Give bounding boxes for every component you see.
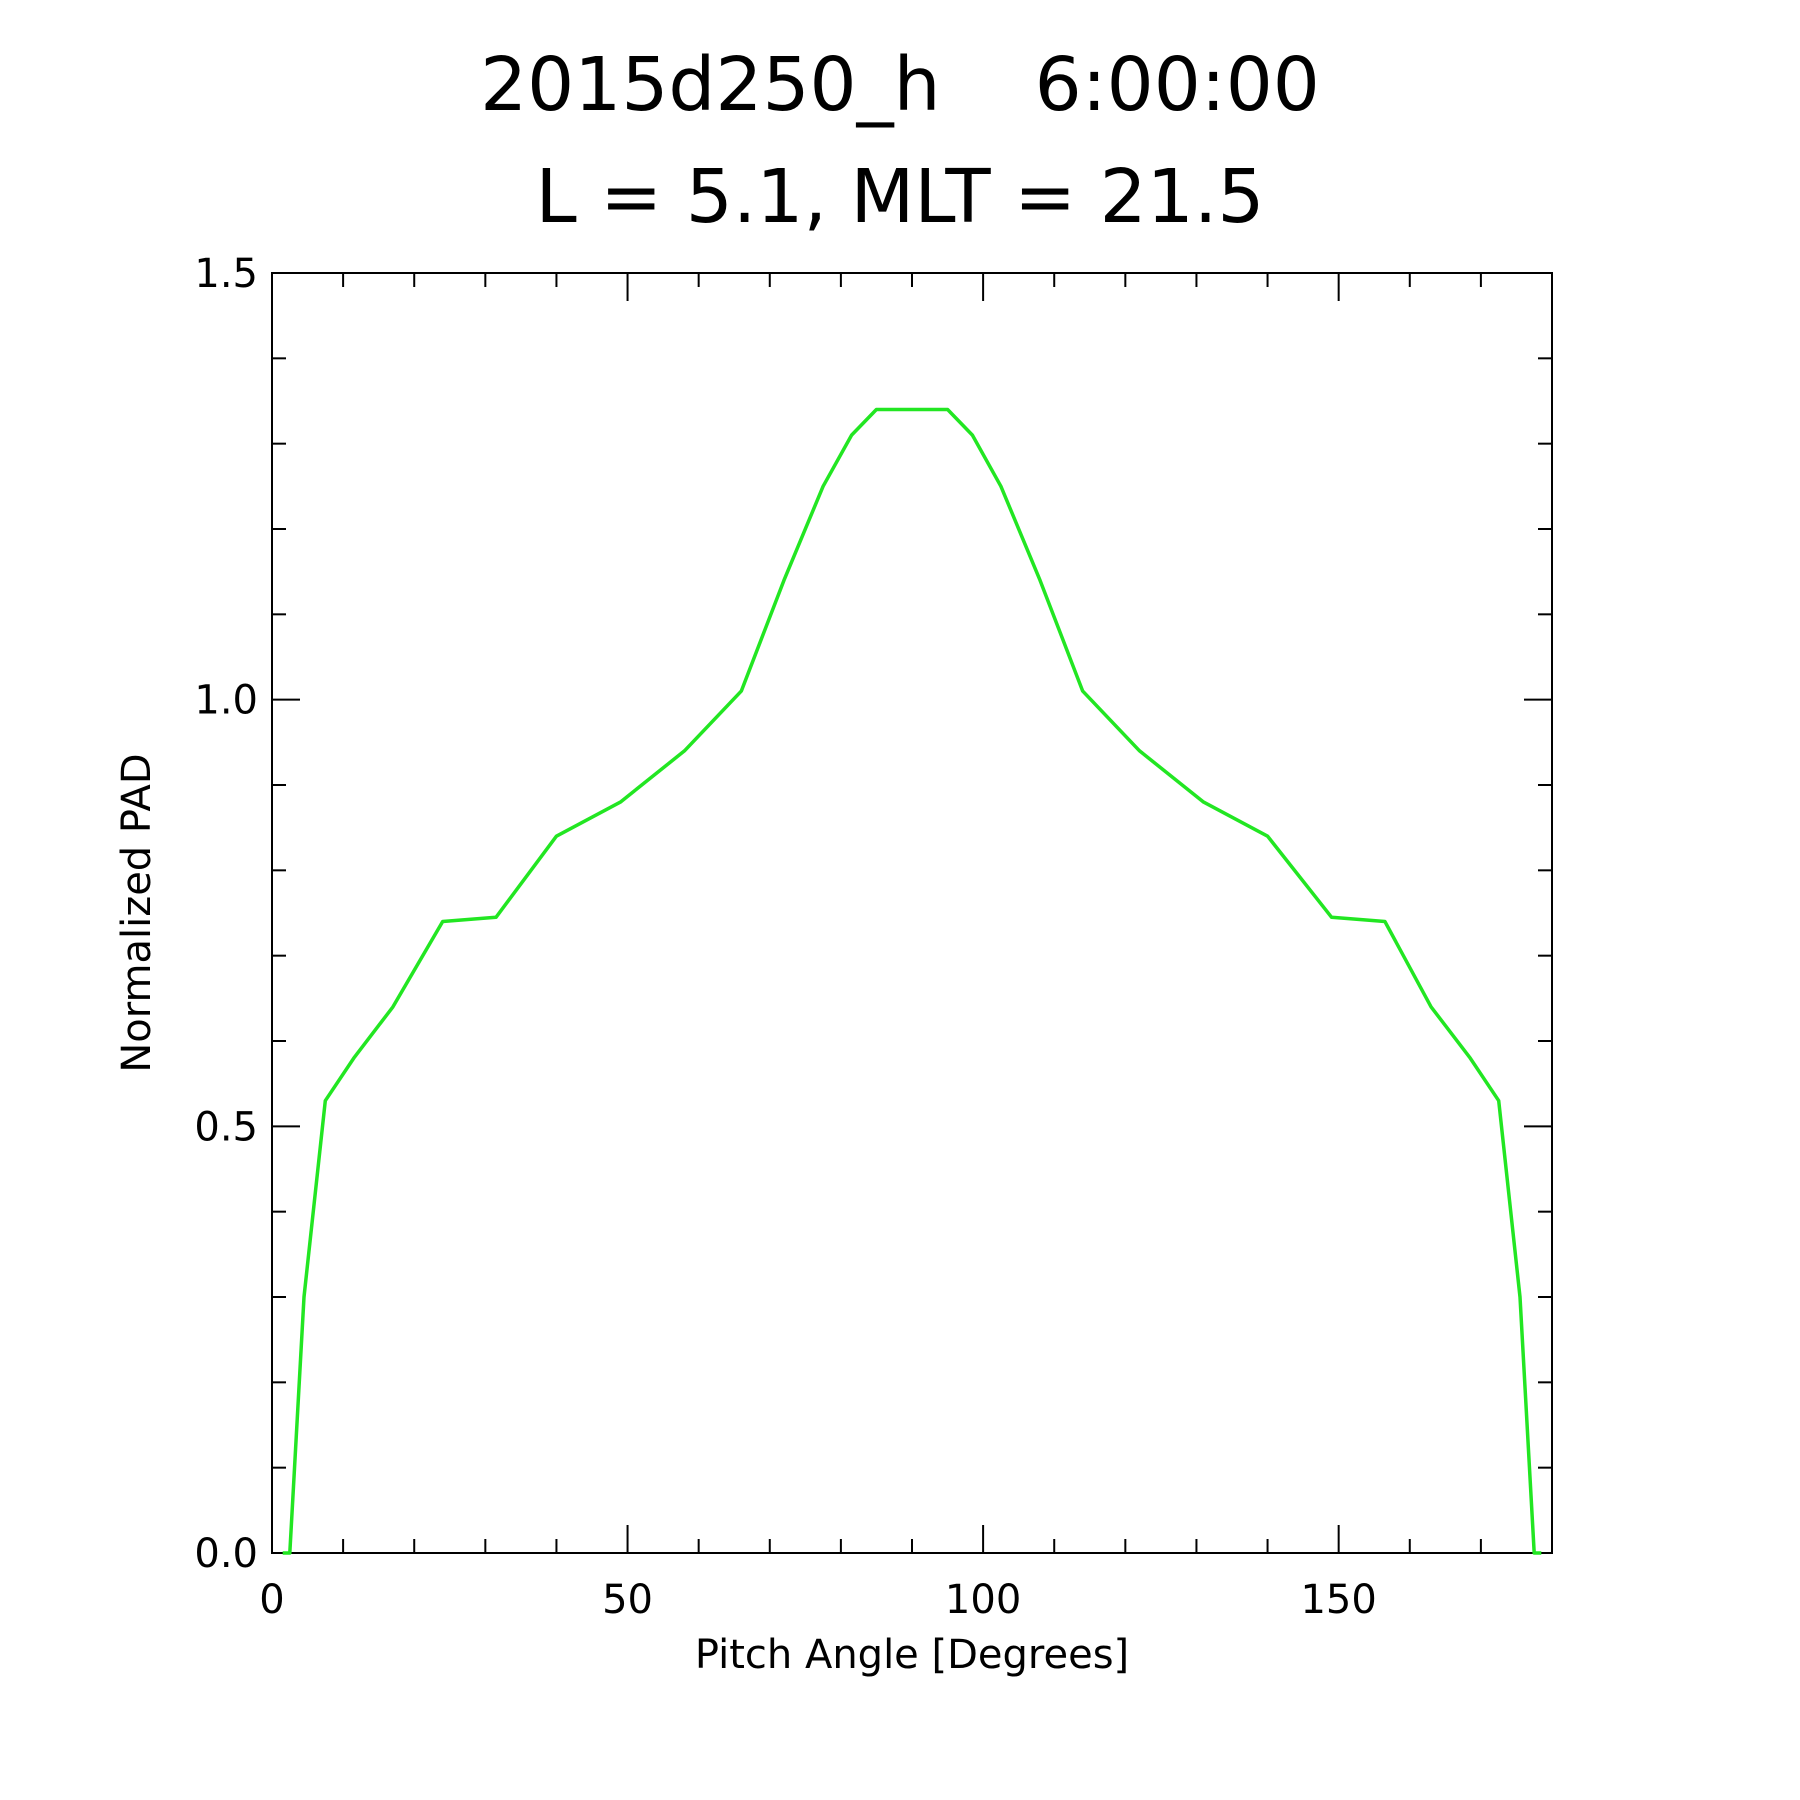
series-line	[282, 407, 1542, 1555]
y-tick-label: 0.5	[194, 1104, 258, 1150]
y-axis-title: Normalized PAD	[114, 753, 160, 1072]
plot-frame	[271, 272, 1553, 1554]
axis-ticks	[271, 272, 1553, 1554]
x-tick-label: 150	[1300, 1577, 1376, 1623]
x-axis-title: Pitch Angle [Degrees]	[695, 1632, 1129, 1678]
chart-title: 2015d250_h 6:00:00	[480, 42, 1320, 128]
x-tick-label: 50	[602, 1577, 653, 1623]
chart-subtitle: L = 5.1, MLT = 21.5	[536, 154, 1265, 240]
y-tick-label: 0.0	[194, 1531, 258, 1577]
y-tick-label: 1.0	[194, 678, 258, 724]
x-tick-label: 0	[259, 1577, 284, 1623]
x-tick-label: 100	[945, 1577, 1021, 1623]
y-tick-label: 1.5	[194, 251, 258, 297]
tick-labels: 0 50 100 150 0.0 0.5 1.0 1.5	[194, 251, 1376, 1623]
